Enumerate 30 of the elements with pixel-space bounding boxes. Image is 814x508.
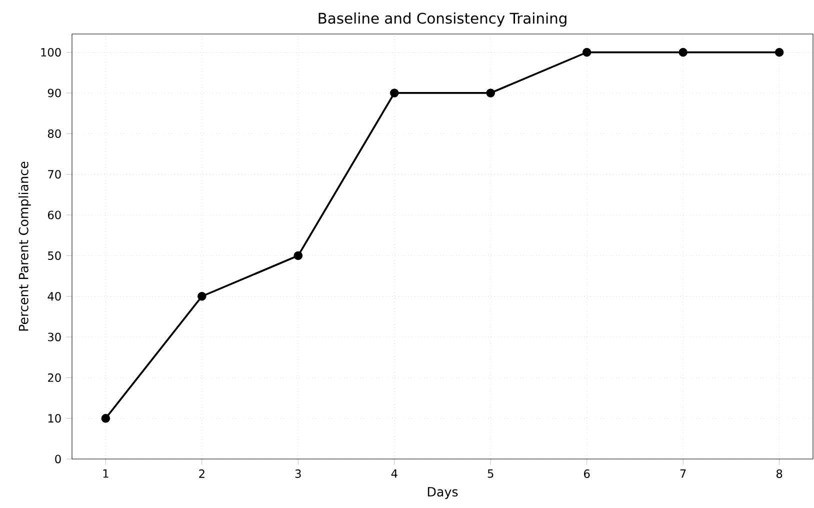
y-tick-label: 100 <box>41 48 61 57</box>
point <box>198 292 206 301</box>
y-tick-label: 90 <box>48 88 61 98</box>
y-tick-label: 40 <box>48 292 61 301</box>
chart-title: Baseline and Consistency Training <box>318 12 566 27</box>
x-tick-label: 8 <box>776 469 782 478</box>
y-tick-label: 0 <box>55 454 61 464</box>
point <box>390 88 399 98</box>
y-tick-label: 30 <box>48 332 61 342</box>
point <box>678 48 688 57</box>
x-tick-label: 4 <box>391 469 398 478</box>
y-axis-title: Percent Parent Compliance <box>18 162 31 331</box>
x-tick-label: 5 <box>488 469 494 478</box>
y-tick-label: 20 <box>48 373 61 382</box>
point <box>101 414 110 423</box>
y-tick-label: 80 <box>48 129 61 138</box>
x-tick-label: 3 <box>295 469 301 478</box>
y-tick-label: 60 <box>48 210 61 220</box>
y-tick-label: 10 <box>48 414 61 423</box>
x-tick-label: 6 <box>584 469 590 478</box>
y-tick-label: 50 <box>48 251 61 260</box>
y-tick-label: 70 <box>48 170 61 179</box>
point <box>486 88 496 98</box>
x-tick-label: 1 <box>103 469 108 478</box>
x-tick-label: 2 <box>199 469 204 478</box>
point <box>582 48 592 57</box>
point <box>294 251 303 260</box>
point <box>774 48 784 57</box>
x-tick-label: 7 <box>680 469 686 478</box>
x-axis-title: Days <box>428 487 458 499</box>
